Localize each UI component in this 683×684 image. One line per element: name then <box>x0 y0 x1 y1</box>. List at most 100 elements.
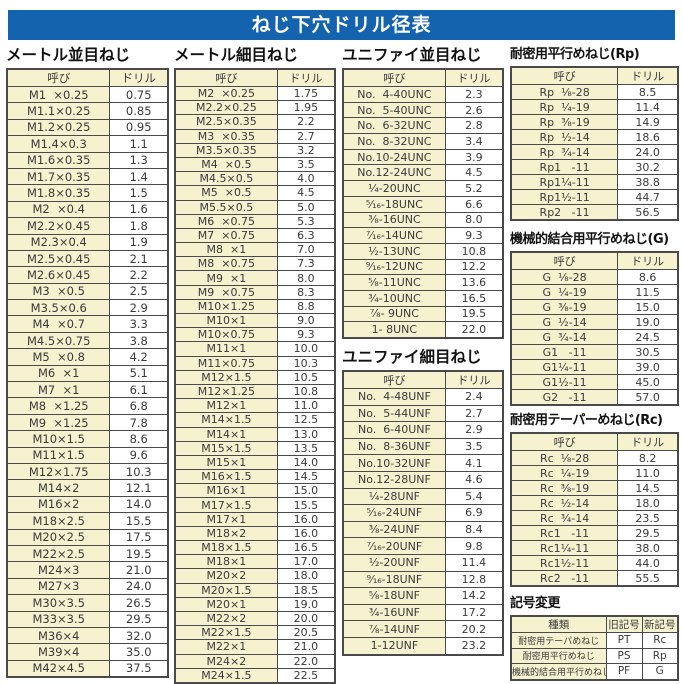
section-title-g: 機械的結合用平行めねじ(G) <box>510 232 669 247</box>
thread-designation: M16×1 <box>174 483 278 499</box>
section-title-unified-fine: ユニファイ細目ねじ <box>342 348 482 366</box>
column-header: ドリル <box>617 251 679 270</box>
thread-designation: M5.5×0.5 <box>174 199 278 215</box>
drill-diameter: 2.6 <box>444 101 504 119</box>
drill-diameter: 14.0 <box>276 454 336 471</box>
thread-designation: No. 6-40UNF <box>342 421 446 439</box>
drill-diameter: 3.9 <box>444 148 504 166</box>
table-row: ⁷⁄₈-14UNF 20.2 <box>342 620 504 638</box>
table-row: G1¹⁄₂-11 45.0 <box>510 374 679 390</box>
drill-diameter: 3.4 <box>444 133 504 150</box>
drill-diameter: 12.1 <box>109 479 169 497</box>
column-unified: ユニファイ並目ねじ 呼び ドリル No. 4-40UNC 2.3 No. 5-40UNC… <box>342 46 504 656</box>
section-title-rc: 耐密用テーパーめねじ(Rc) <box>510 413 663 428</box>
table-row: M12×1.75 10.3 <box>6 462 169 481</box>
table-row: M16×1.5 14.5 <box>174 469 336 485</box>
drill-diameter: 10.5 <box>276 369 336 385</box>
table-row: M18×1.5 16.5 <box>174 539 336 556</box>
table-row: M1.7×0.35 1.4 <box>6 167 169 186</box>
table-row: ⁵⁄₁₆-18UNC 6.6 <box>342 195 504 213</box>
header-row: 呼び ドリル <box>342 370 504 389</box>
drill-diameter: 4.6 <box>444 470 504 489</box>
thread-designation: Rp1 -11 <box>510 159 619 175</box>
table-row: M1 ×0.25 0.75 <box>6 85 169 104</box>
thread-designation: M3 ×0.5 <box>6 282 111 301</box>
drill-diameter: 15.5 <box>109 512 169 530</box>
symbol-change-table: 種類 旧記号 新記号 耐密用テーパめねじ PT Rc 耐密用平行めねじ PS Rp 機械的結合用平… <box>510 615 679 681</box>
drill-diameter: G <box>641 663 679 680</box>
table-row: G ¹⁄₂-14 19.0 <box>510 314 679 330</box>
drill-diameter: 44.0 <box>617 555 679 571</box>
thread-designation: G ¹⁄₈-28 <box>510 269 619 285</box>
table-row: Rp ¹⁄₂-14 18.6 <box>510 129 679 145</box>
drill-diameter: 21.0 <box>276 639 336 655</box>
drill-diameter: 3.2 <box>276 142 336 158</box>
thread-designation: No.10-32UNF <box>342 454 446 472</box>
table-row: No. 6-40UNF 2.9 <box>342 421 504 439</box>
drill-diameter: 16.5 <box>276 539 336 556</box>
thread-designation: M15×1.5 <box>174 440 278 456</box>
thread-designation: M2 ×0.4 <box>6 200 111 219</box>
thread-designation: M1.4×0.3 <box>6 135 111 153</box>
thread-designation: M4 ×0.5 <box>174 156 278 173</box>
column-header: 種類 <box>510 615 607 633</box>
table-row: Rp2 -11 56.5 <box>510 204 679 221</box>
drill-diameter: 2.3 <box>444 86 504 103</box>
drill-diameter: 2.5 <box>109 282 169 301</box>
thread-designation: Rc1¹⁄₄-11 <box>510 540 619 556</box>
drill-diameter: 7.8 <box>109 413 169 432</box>
drill-diameter: Rp <box>641 647 679 664</box>
thread-designation: M24×1.5 <box>174 667 278 684</box>
thread-designation: ⁵⁄₈-11UNC <box>342 274 446 291</box>
section-title-symbol-change: 記号変更 <box>510 596 561 611</box>
drill-diameter: 2.7 <box>444 404 504 423</box>
column-header: ドリル <box>444 68 504 87</box>
table-row: M5 ×0.8 4.2 <box>6 348 169 366</box>
drill-diameter: 4.5 <box>276 185 336 201</box>
thread-designation: M2.2×0.25 <box>174 100 278 116</box>
thread-designation: M20×1.5 <box>174 582 278 598</box>
thread-designation: M20×1 <box>174 596 278 612</box>
rp-table: 呼び ドリル Rp ¹⁄₈-28 8.5 Rp ¹⁄₄-19 11.4 Rp ³⁄₈-19 1… <box>510 66 679 221</box>
drill-diameter: 8.5 <box>617 84 679 100</box>
table-row: M18×2.5 15.5 <box>6 512 169 530</box>
drill-diameter: 3.5 <box>276 156 336 173</box>
drill-diameter: 19.0 <box>617 314 679 330</box>
thread-designation: ⁹⁄₁₆-18UNF <box>342 570 446 589</box>
thread-designation: M39×4 <box>6 643 111 661</box>
drill-diameter: 5.1 <box>109 364 169 383</box>
table-row: ⁷⁄₈- 9UNC 19.5 <box>342 305 504 323</box>
drill-diameter: 19.0 <box>276 596 336 612</box>
thread-designation: ³⁄₈-16UNC <box>342 211 446 229</box>
thread-designation: M18×1 <box>174 554 278 570</box>
thread-designation: ¹⁄₄-20UNC <box>342 180 446 197</box>
drill-diameter: 16.0 <box>276 525 336 542</box>
table-row: Rc2 -11 55.5 <box>510 570 679 587</box>
unified-fine-table: 呼び ドリル No. 4-48UNF 2.4 No. 5-44UNF 2.7 No. 6-4… <box>342 370 504 656</box>
table-row: Rc ¹⁄₄-19 11.0 <box>510 465 679 481</box>
thread-designation: M18×1.5 <box>174 539 278 556</box>
table-row: M10×1.25 8.8 <box>174 298 336 315</box>
drill-diameter: 10.3 <box>276 355 336 371</box>
drill-diameter: 39.0 <box>617 359 679 375</box>
section-title-metric-coarse: メートル並目ねじ <box>6 46 131 64</box>
drill-diameter: 8.8 <box>276 298 336 315</box>
thread-designation: Rc1 -11 <box>510 525 619 541</box>
table-row: M1.1×0.25 0.85 <box>6 102 169 120</box>
table-row: 1- 8UNC 22.0 <box>342 321 504 339</box>
table-row: ³⁄₈-16UNC 8.0 <box>342 211 504 229</box>
table-row: M10×0.75 9.3 <box>174 327 336 343</box>
thread-designation: Rc ¹⁄₂-14 <box>510 495 619 511</box>
thread-designation: M18×2.5 <box>6 512 111 530</box>
thread-designation: M1 ×0.25 <box>6 85 111 104</box>
thread-designation: M11×0.75 <box>174 355 278 371</box>
header-row: 種類 旧記号 新記号 <box>510 615 679 633</box>
drill-diameter: 24.0 <box>617 144 679 160</box>
column-header: 呼び <box>174 68 278 87</box>
drill-diameter: 22.0 <box>444 321 504 339</box>
thread-designation: M9 ×0.75 <box>174 284 278 300</box>
drill-diameter: 15.0 <box>617 299 679 315</box>
thread-designation: M11×1 <box>174 341 278 357</box>
drill-diameter: 1.95 <box>276 100 336 116</box>
thread-designation: M8 ×1.25 <box>6 397 111 415</box>
